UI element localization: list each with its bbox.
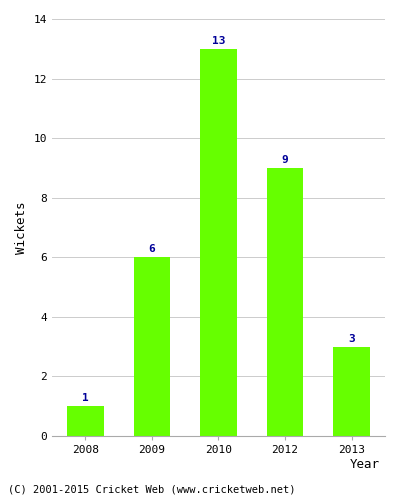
Text: 6: 6 xyxy=(148,244,155,254)
Bar xyxy=(134,258,170,436)
Bar xyxy=(200,49,237,436)
Bar xyxy=(267,168,303,436)
Text: 9: 9 xyxy=(282,155,288,165)
Text: (C) 2001-2015 Cricket Web (www.cricketweb.net): (C) 2001-2015 Cricket Web (www.cricketwe… xyxy=(8,485,296,495)
Text: 1: 1 xyxy=(82,393,89,403)
Text: Year: Year xyxy=(350,458,380,470)
Bar xyxy=(333,346,370,436)
Text: 3: 3 xyxy=(348,334,355,344)
Bar xyxy=(67,406,104,436)
Text: 13: 13 xyxy=(212,36,225,46)
Y-axis label: Wickets: Wickets xyxy=(15,201,28,254)
